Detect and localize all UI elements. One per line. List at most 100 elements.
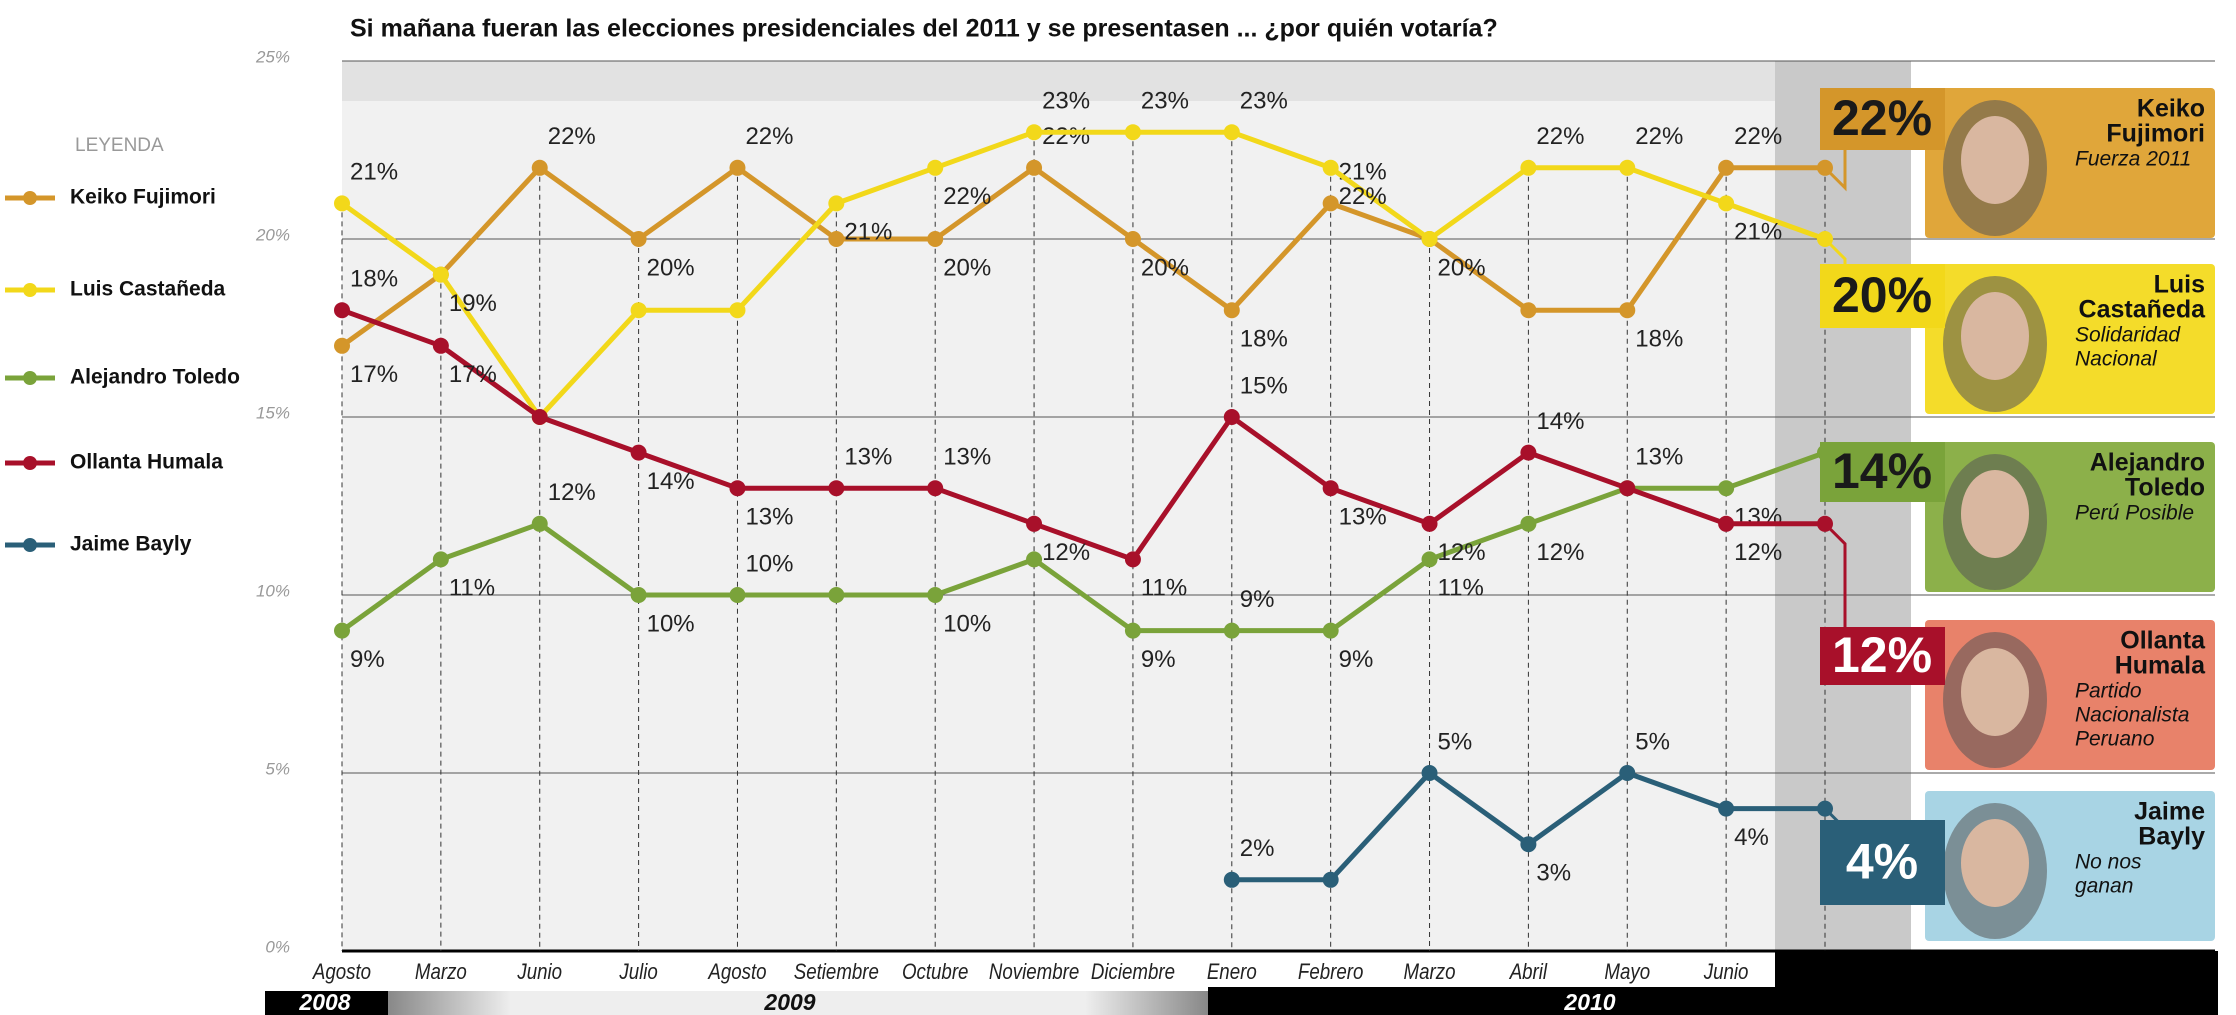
value-label: 5% xyxy=(1438,728,1473,755)
x-tick-label: Agosto xyxy=(707,960,766,984)
value-label: 11% xyxy=(1141,575,1187,602)
series-line xyxy=(340,129,1826,420)
data-point xyxy=(432,551,449,568)
data-point xyxy=(1520,444,1537,461)
card-party: Nacionalista xyxy=(2075,704,2189,727)
value-label: 22% xyxy=(548,123,596,150)
data-point xyxy=(1124,231,1141,247)
legend-label: Keiko Fujimori xyxy=(70,186,216,209)
data-point xyxy=(1322,871,1339,888)
value-label: 12% xyxy=(1536,539,1584,566)
x-tick-label: Agosto xyxy=(312,960,371,984)
value-label: 13% xyxy=(943,444,991,471)
value-label: 22% xyxy=(1536,123,1584,150)
card-name: Keiko xyxy=(2137,95,2205,123)
card-name: Luis xyxy=(2154,271,2205,299)
value-label: 20% xyxy=(647,254,695,281)
card-percent: 4% xyxy=(1846,834,1918,890)
photo-face xyxy=(1961,292,2029,380)
value-label: 13% xyxy=(1635,444,1683,471)
value-label: 9% xyxy=(1339,646,1374,673)
x-tick-label: Octubre xyxy=(902,960,968,984)
data-point xyxy=(1322,480,1339,497)
y-tick-label: 5% xyxy=(265,759,290,778)
x-tick-label: Junio xyxy=(1703,960,1749,984)
value-label: 17% xyxy=(449,361,497,388)
legend-swatch-dot xyxy=(23,456,37,470)
card-party: Nacional xyxy=(2075,348,2158,371)
data-point xyxy=(630,444,647,461)
photo-face xyxy=(1961,470,2029,558)
card-party: Perú Posible xyxy=(2075,502,2194,525)
legend-swatch-dot xyxy=(23,538,37,552)
value-label: 22% xyxy=(1635,123,1683,150)
year-label: 2009 xyxy=(763,989,815,1015)
data-point xyxy=(1026,551,1043,568)
value-label: 13% xyxy=(1734,504,1782,531)
card-percent: 22% xyxy=(1832,90,1932,146)
value-label: 5% xyxy=(1635,728,1670,755)
value-label: 22% xyxy=(1339,183,1387,210)
value-label: 12% xyxy=(1438,539,1486,566)
data-point xyxy=(1026,124,1043,141)
card-name: Fujimori xyxy=(2106,120,2205,148)
value-label: 10% xyxy=(745,550,793,577)
photo-face xyxy=(1961,648,2029,736)
x-tick-label: Mayo xyxy=(1604,960,1650,984)
value-label: 22% xyxy=(943,183,991,210)
card-name: Humala xyxy=(2115,652,2206,680)
data-point xyxy=(1421,765,1438,781)
data-point xyxy=(1718,195,1735,212)
card-party: Solidaridad xyxy=(2075,324,2181,347)
value-label: 2% xyxy=(1240,835,1275,862)
data-point xyxy=(531,515,548,532)
card-name: Ollanta xyxy=(2120,627,2206,655)
value-label: 11% xyxy=(1438,575,1484,602)
data-point xyxy=(1223,622,1240,639)
legend-label: Luis Castañeda xyxy=(70,278,226,301)
value-label: 23% xyxy=(1141,88,1189,115)
data-point xyxy=(828,587,845,603)
percent-box xyxy=(1820,264,1945,328)
year-band xyxy=(265,991,388,1015)
data-point xyxy=(630,231,647,247)
value-label: 22% xyxy=(1734,123,1782,150)
connector xyxy=(1823,522,1847,656)
card-party: ganan xyxy=(2075,875,2133,898)
card-percent: 12% xyxy=(1832,627,1932,683)
data-point xyxy=(1520,159,1537,176)
percent-box xyxy=(1820,627,1945,685)
data-point xyxy=(1520,302,1537,319)
data-point xyxy=(1223,302,1240,319)
data-point xyxy=(1619,302,1636,319)
data-point xyxy=(531,409,548,425)
data-point xyxy=(1223,409,1240,425)
value-label: 4% xyxy=(1734,824,1769,851)
value-label: 20% xyxy=(1438,254,1486,281)
data-point xyxy=(828,480,845,497)
card-name: Toledo xyxy=(2125,474,2205,502)
year-band xyxy=(1208,987,2218,1015)
data-point xyxy=(334,622,350,639)
legend-label: Ollanta Humala xyxy=(70,451,223,474)
data-point xyxy=(1322,195,1339,212)
data-point xyxy=(828,195,845,212)
x-tick-label: Noviembre xyxy=(989,960,1079,984)
series-line xyxy=(340,450,1826,634)
value-label: 22% xyxy=(745,123,793,150)
data-point xyxy=(1718,800,1735,817)
year-label: 2010 xyxy=(1563,989,1615,1015)
card-party: Peruano xyxy=(2075,728,2155,751)
value-label: 12% xyxy=(1042,539,1090,566)
value-label: 18% xyxy=(350,266,398,293)
year-band xyxy=(1775,951,2218,991)
year-label: 2008 xyxy=(298,989,350,1015)
value-label: 23% xyxy=(1042,88,1090,115)
data-point xyxy=(927,480,944,497)
data-point xyxy=(927,159,944,176)
data-point xyxy=(334,195,350,212)
value-label: 10% xyxy=(647,610,695,637)
value-label: 21% xyxy=(1734,219,1782,246)
